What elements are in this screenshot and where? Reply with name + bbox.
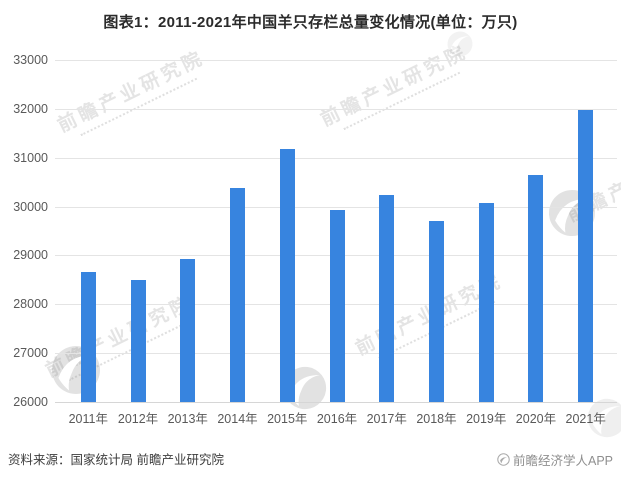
y-tick-label: 27000 bbox=[13, 346, 48, 361]
source-note: 资料来源：国家统计局 前瞻产业研究院 bbox=[8, 453, 224, 467]
bar-2015年 bbox=[279, 148, 295, 402]
x-tick-label: 2021年 bbox=[565, 412, 606, 426]
x-tick-label: 2014年 bbox=[217, 412, 258, 426]
bar-2012年 bbox=[130, 279, 146, 402]
x-tick-label: 2020年 bbox=[515, 412, 557, 426]
x-tick-label: 2019年 bbox=[466, 412, 507, 426]
x-tick-label: 2012年 bbox=[117, 412, 159, 426]
y-tick-label: 30000 bbox=[13, 199, 48, 214]
x-tick-label: 2016年 bbox=[316, 412, 358, 426]
gridline bbox=[55, 60, 617, 61]
gridline bbox=[55, 108, 617, 110]
bar-2021年 bbox=[578, 110, 594, 402]
bar-2020年 bbox=[528, 174, 544, 402]
x-tick-label: 2011年 bbox=[68, 412, 108, 426]
qianzhan-logo-icon bbox=[444, 28, 476, 60]
brand-note: 前瞻经济学人APP bbox=[497, 450, 613, 469]
y-tick-label: 31000 bbox=[13, 150, 48, 165]
qianzhan-app-logo-icon bbox=[497, 453, 510, 466]
y-tick-label: 32000 bbox=[13, 101, 48, 116]
brand-label: 前瞻经济学人APP bbox=[512, 454, 613, 468]
bar-2016年 bbox=[329, 209, 345, 402]
bar-2014年 bbox=[230, 187, 246, 402]
y-tick-label: 33000 bbox=[13, 53, 48, 67]
bar-2013年 bbox=[180, 259, 196, 402]
y-tick-label: 28000 bbox=[13, 297, 48, 312]
bar-2017年 bbox=[379, 195, 395, 402]
bar-2019年 bbox=[478, 203, 494, 402]
gridline bbox=[55, 206, 617, 208]
x-tick-label: 2015年 bbox=[267, 412, 308, 426]
x-tick-label: 2018年 bbox=[416, 412, 457, 426]
plot-area bbox=[55, 60, 617, 403]
x-axis-line bbox=[55, 402, 617, 403]
bar-2011年 bbox=[80, 272, 96, 402]
gridline bbox=[55, 157, 617, 159]
chart-title: 图表1：2011-2021年中国羊只存栏总量变化情况(单位：万只) bbox=[103, 14, 518, 31]
x-tick-label: 2013年 bbox=[167, 412, 208, 426]
x-tick-label: 2017年 bbox=[366, 412, 407, 426]
bar-2018年 bbox=[428, 220, 444, 402]
y-tick-label: 29000 bbox=[13, 248, 48, 263]
y-tick-label: 26000 bbox=[13, 395, 48, 409]
